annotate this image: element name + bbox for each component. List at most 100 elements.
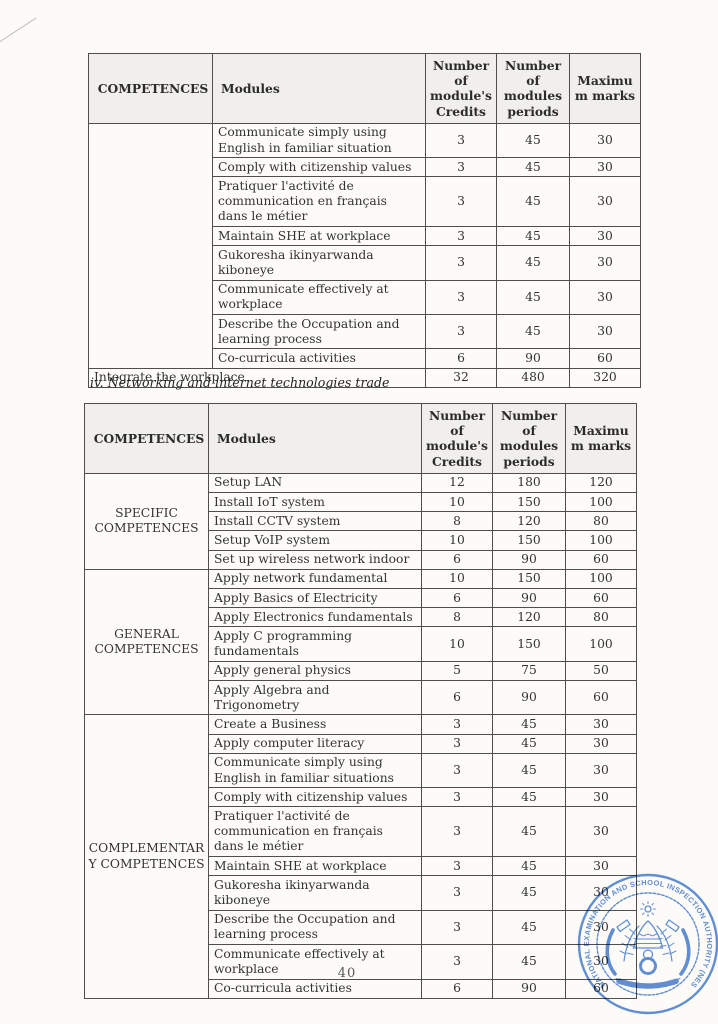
header-competences: COMPETENCES [88,53,213,124]
marks-cell: 100 [565,530,637,551]
table-row: Maintain SHE at workplace 3 45 30 [85,856,637,877]
credits-cell: 3 [421,787,493,808]
module-cell: Set up wireless network indoor [208,549,422,570]
table-row: Co-curricula activities 6 90 60 [89,348,641,369]
table-row: Set up wireless network indoor 6 90 60 [85,549,637,570]
module-cell: Communicate simply using English in fami… [208,752,422,789]
footer-marks-cell: 320 [569,367,641,388]
marks-cell: 30 [569,279,641,316]
periods-cell: 45 [496,279,570,316]
table-row: Pratiquer l'activité de communication en… [85,806,637,858]
header-modules: Modules [212,53,426,124]
table-row: Install IoT system 10 150 100 [85,492,637,513]
marks-cell: 30 [565,806,637,858]
periods-cell: 90 [492,680,566,716]
table-1-body: Communicate simply using English in fami… [88,122,641,388]
table-row: COMPLEMENTAR Y COMPETENCES Create a Busin… [84,714,637,999]
credits-cell: 3 [425,279,497,316]
credits-cell: 3 [421,856,493,877]
module-cell: Co-curricula activities [208,978,422,999]
stamp-inner-ring [596,892,700,996]
periods-cell: 45 [496,245,570,281]
module-cell: Co-curricula activities [212,348,426,369]
table-row: Apply general physics 5 75 50 [85,660,637,682]
table-2-body: SPECIFIC COMPETENCES Setup LAN 12 180 120 Ins… [84,472,637,999]
periods-cell: 90 [492,588,566,609]
table-row: Comply with citizenship values 3 45 30 [89,157,641,178]
stamp-branch-left [619,925,640,962]
module-cell: Create a Business [208,714,422,735]
credits-cell: 6 [421,680,493,716]
periods-cell: 120 [492,511,566,532]
header-credits: Number of module's Credits [421,403,493,474]
table-row: Gukoresha ikinyarwanda kiboneye 3 45 30 [85,875,637,911]
module-cell: Install IoT system [208,492,422,513]
periods-cell: 120 [492,607,566,628]
table-row: Apply Basics of Electricity 6 90 60 [85,588,637,609]
table-row: Apply Algebra and Trigonometry 6 90 60 [85,680,637,716]
module-cell: Describe the Occupation and learning pro… [208,909,422,946]
header-modules: Modules [208,403,422,474]
stamp-crescent-right [679,928,691,976]
table-row: Install CCTV system 8 120 80 [85,511,637,532]
periods-cell: 45 [492,714,566,735]
periods-cell: 150 [492,530,566,551]
marks-cell: 100 [565,492,637,513]
credits-cell: 10 [421,530,493,551]
marks-cell: 30 [565,714,637,735]
scan-artifact-line [0,17,37,44]
marks-cell: 30 [569,176,641,228]
periods-cell: 90 [492,978,566,999]
footer-credits-cell: 32 [425,367,497,388]
periods-cell: 150 [492,626,566,662]
module-cell: Comply with citizenship values [208,787,422,808]
marks-cell: 30 [569,157,641,178]
module-cell: Apply Electronics fundamentals [208,607,422,628]
footer-periods-cell: 480 [496,367,570,388]
credits-cell: 10 [421,568,493,590]
module-cell: Communicate simply using English in fami… [212,122,426,159]
group-label-cell [88,122,213,369]
table-2-header: COMPETENCES Modules Number of module's Cre… [84,403,637,474]
module-cell: Maintain SHE at workplace [212,226,426,247]
periods-cell: 45 [492,787,566,808]
page-number: 40 [337,966,357,981]
credits-cell: 3 [421,733,493,754]
marks-cell: 60 [569,348,641,369]
marks-cell: 30 [569,226,641,247]
module-cell: Install CCTV system [208,511,422,532]
credits-cell: 3 [425,122,497,159]
marks-cell: 100 [565,568,637,590]
module-cell: Apply network fundamental [208,568,422,590]
stamp-gear-icon [639,957,657,975]
marks-cell: 30 [565,733,637,754]
table-row: Communicate simply using English in fami… [85,752,637,789]
header-periods: Number of modules periods [496,53,570,124]
module-cell: Setup VoIP system [208,530,422,551]
module-cell: Apply Basics of Electricity [208,588,422,609]
module-cell: Describe the Occupation and learning pro… [212,314,426,350]
marks-cell: 100 [565,626,637,662]
module-cell: Communicate effectively at workplace [208,944,422,980]
table-row: Maintain SHE at workplace 3 45 30 [89,226,641,247]
credits-cell: 3 [425,176,497,228]
credits-cell: 3 [421,875,493,911]
module-cell: Communicate effectively at workplace [212,279,426,316]
periods-cell: 45 [492,752,566,789]
marks-cell: 30 [569,245,641,281]
marks-cell: 30 [569,122,641,159]
table-1-header: COMPETENCES Modules Number of module's Cre… [88,53,641,124]
periods-cell: 45 [492,856,566,877]
marks-cell: 50 [565,660,637,682]
credits-cell: 3 [421,752,493,789]
module-cell: Gukoresha ikinyarwanda kiboneye [208,875,422,911]
credits-cell: 6 [421,978,493,999]
table-row: Describe the Occupation and learning pro… [85,909,637,946]
marks-cell: 30 [565,787,637,808]
marks-cell: 30 [565,944,637,980]
credits-cell: 10 [421,626,493,662]
credits-cell: 3 [421,909,493,946]
credits-cell: 3 [421,944,493,980]
table-row: Describe the Occupation and learning pro… [89,314,641,350]
module-cell: Apply computer literacy [208,733,422,754]
